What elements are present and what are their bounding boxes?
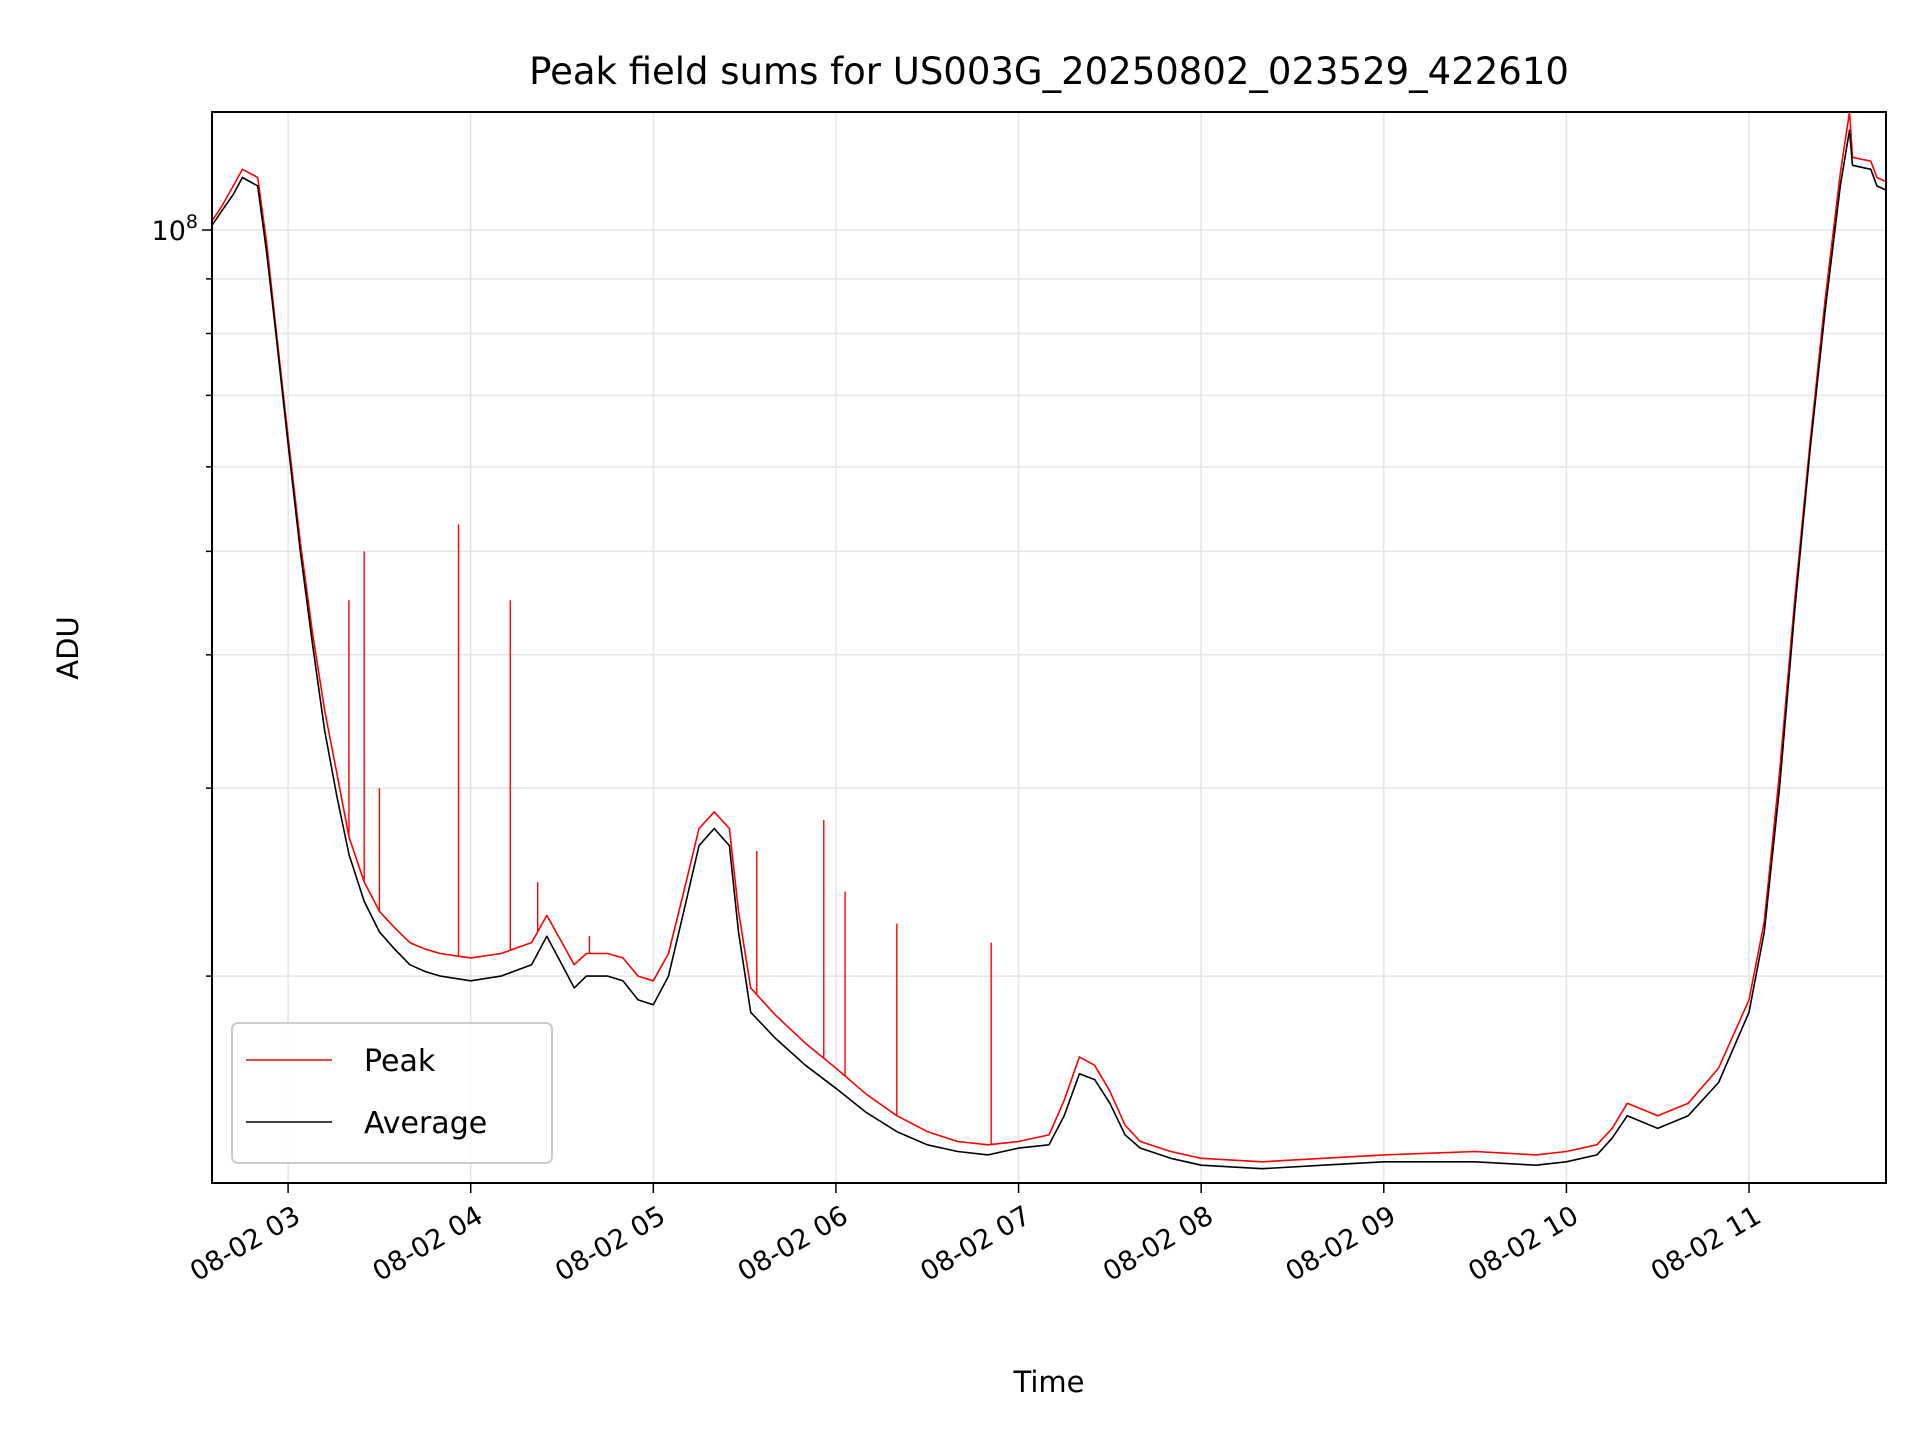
y-axis-label: ADU: [51, 616, 85, 679]
legend-box: [231, 1022, 553, 1164]
legend-label-peak: Peak: [364, 1044, 436, 1079]
legend-label-average: Average: [364, 1106, 487, 1141]
grid: [212, 112, 1886, 1183]
series-layer: [211, 111, 1887, 1170]
x-axis-label: Time: [1013, 1365, 1085, 1399]
series-line-average: [211, 129, 1887, 1170]
chart-title: Peak field sums for US003G_20250802_0235…: [529, 50, 1569, 93]
y-tick-label: 108: [152, 211, 198, 247]
plot-frame: [211, 111, 1887, 1184]
legend: Peak Average: [231, 1022, 553, 1164]
